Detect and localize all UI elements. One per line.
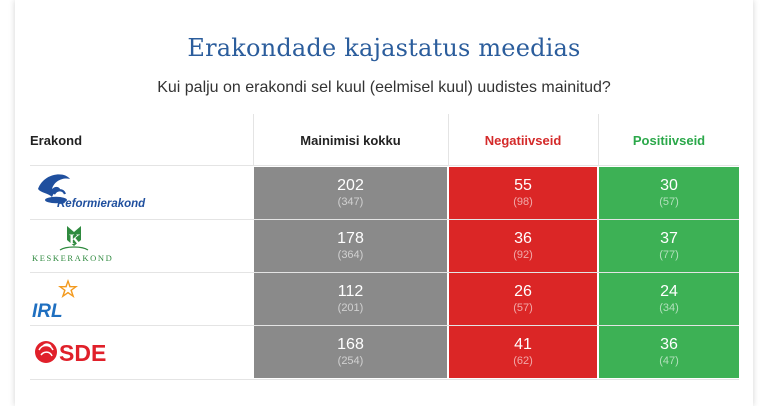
chart-title: Erakondade kajastatus meedias: [187, 34, 581, 62]
negative-prev-value: (92): [513, 249, 533, 261]
total-prev-value: (347): [337, 196, 364, 208]
negative-prev-value: (57): [513, 302, 533, 314]
row-divider: [30, 325, 739, 326]
positive-cell: 36 (47): [599, 326, 739, 378]
negative-prev-value: (98): [513, 196, 533, 208]
total-prev-value: (254): [337, 355, 364, 367]
svg-text:K: K: [69, 232, 81, 248]
header-negative: Negatiivseid: [484, 132, 562, 148]
negative-prev-value: (62): [513, 355, 533, 367]
negative-value: 55: [514, 177, 532, 194]
positive-prev-value: (77): [659, 249, 679, 261]
total-prev-value: (364): [337, 249, 364, 261]
row-divider: [30, 219, 739, 220]
header-divider: [448, 114, 449, 166]
reform-logo: Reformierakond: [30, 167, 250, 219]
header-party: Erakond: [30, 132, 83, 148]
positive-cell: 30 (57): [599, 167, 739, 219]
row-divider: [30, 165, 739, 166]
total-value: 178: [337, 230, 364, 247]
total-cell: 168 (254): [254, 326, 447, 378]
header-divider: [598, 114, 599, 166]
positive-value: 36: [660, 336, 678, 353]
negative-value: 26: [514, 283, 532, 300]
row-divider: [30, 379, 739, 380]
row-divider: [30, 272, 739, 273]
positive-value: 37: [660, 230, 678, 247]
sde-logo-text: SDE: [59, 340, 106, 366]
positive-prev-value: (57): [659, 196, 679, 208]
total-prev-value: (201): [337, 302, 364, 314]
chart-subtitle: Kui palju on erakondi sel kuul (eelmisel…: [157, 79, 611, 96]
sde-logo: SDE: [30, 326, 250, 378]
total-value: 168: [337, 336, 364, 353]
positive-cell: 24 (34): [599, 273, 739, 325]
positive-prev-value: (47): [659, 355, 679, 367]
positive-prev-value: (34): [659, 302, 679, 314]
total-value: 202: [337, 177, 364, 194]
positive-value: 30: [660, 177, 678, 194]
kesk-k-logo-icon: K KESKERAKOND: [32, 226, 113, 263]
header-total: Mainimisi kokku: [300, 132, 401, 148]
reform-squirrel-logo-icon: Reformierakond: [38, 174, 146, 210]
negative-cell: 41 (62): [449, 326, 597, 378]
total-cell: 112 (201): [254, 273, 447, 325]
negative-cell: 55 (98): [449, 167, 597, 219]
kesk-logo: K KESKERAKOND: [30, 220, 250, 272]
negative-cell: 36 (92): [449, 220, 597, 272]
irl-star-logo-icon: IRL: [32, 279, 78, 322]
header-positive: Positiivseid: [632, 132, 706, 148]
kesk-logo-text: KESKERAKOND: [32, 253, 113, 263]
irl-logo-text: IRL: [32, 301, 63, 322]
positive-cell: 37 (77): [599, 220, 739, 272]
total-cell: 178 (364): [254, 220, 447, 272]
total-value: 112: [337, 283, 364, 300]
irl-logo: IRL: [30, 273, 250, 325]
reform-logo-text: Reformierakond: [57, 198, 146, 210]
header-divider: [253, 114, 254, 166]
total-cell: 202 (347): [254, 167, 447, 219]
negative-value: 36: [514, 230, 532, 247]
negative-cell: 26 (57): [449, 273, 597, 325]
sde-rose-logo-icon: SDE: [35, 340, 106, 366]
negative-value: 41: [514, 336, 532, 353]
positive-value: 24: [660, 283, 678, 300]
